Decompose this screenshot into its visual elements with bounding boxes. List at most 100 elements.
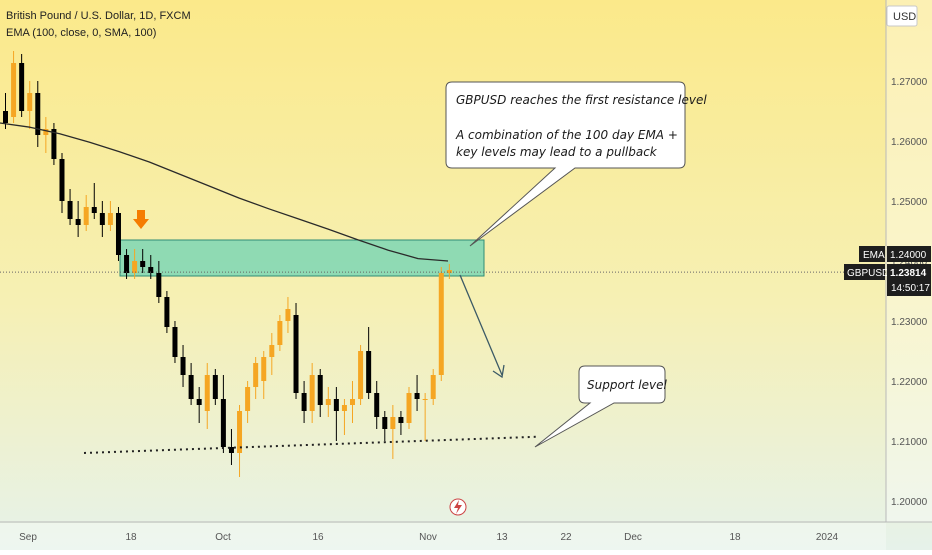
candle-body [309,375,315,411]
candle-body [204,375,210,411]
candle[interactable] [406,387,412,429]
candle-body [350,399,356,405]
candle[interactable] [11,51,17,123]
candle[interactable] [261,351,267,399]
countdown-text: 14:50:17 [891,283,930,294]
candle[interactable] [156,261,162,303]
candle[interactable] [398,411,404,435]
candle-body [325,399,331,405]
candle[interactable] [253,357,259,399]
ema-line[interactable] [0,122,449,262]
indicator-label[interactable]: EMA (100, close, 0, SMA, 100) [6,27,157,39]
candle-body [43,129,49,135]
candle[interactable] [333,387,339,441]
candle-body [341,405,347,411]
candle[interactable] [204,363,210,429]
candle[interactable] [140,249,146,273]
candle[interactable] [245,381,251,423]
candle[interactable] [27,81,33,129]
currency-label[interactable]: USD [886,5,918,27]
lightning-icon[interactable] [449,498,467,516]
time-tick-label: 18 [729,532,741,543]
candle[interactable] [43,117,49,153]
price-tick-label: 1.27000 [891,77,928,88]
candle-body [366,351,372,393]
down-arrow-icon [133,210,149,229]
candle[interactable] [317,369,323,417]
pullback-arrow [459,274,505,379]
candle[interactable] [3,93,8,129]
candle-body [253,363,259,387]
candle[interactable] [59,153,65,213]
candle[interactable] [366,327,372,399]
candle[interactable] [75,201,81,237]
candle-body [237,411,243,453]
candle[interactable] [115,207,121,261]
resistance-zone[interactable] [119,239,485,277]
candle[interactable] [237,405,243,477]
candle[interactable] [132,249,138,279]
candle-body [164,297,170,327]
current-price-tag: 1.23814 14:50:17 [887,264,931,296]
candle-body [35,93,41,135]
candle-body [107,213,113,225]
price-tick-label: 1.26000 [891,137,928,148]
time-tick-label: Sep [19,532,37,543]
candle[interactable] [309,363,315,423]
candle[interactable] [269,333,275,375]
candle[interactable] [414,375,420,411]
candle[interactable] [341,399,347,435]
candle-body [422,399,428,400]
ema-tag-text: EMA [863,250,885,261]
candle[interactable] [172,321,178,363]
candle[interactable] [374,381,380,429]
candle[interactable] [51,123,57,165]
candle[interactable] [228,429,234,465]
candle[interactable] [188,363,194,405]
candle[interactable] [107,201,113,231]
candle[interactable] [325,387,331,417]
candle[interactable] [180,345,186,387]
support-callout[interactable]: Support level [534,365,667,448]
candle-body [430,375,436,399]
candle[interactable] [277,315,283,351]
candle-body [406,393,412,423]
candle[interactable] [438,267,444,381]
candle[interactable] [99,201,105,237]
candle[interactable] [67,189,73,225]
price-tick-label: 1.22000 [891,377,928,388]
candle[interactable] [19,54,25,117]
candle[interactable] [124,249,130,279]
candle[interactable] [293,303,299,399]
candle[interactable] [148,255,154,279]
candle[interactable] [390,405,396,459]
symbol-title[interactable]: British Pound / U.S. Dollar, 1D, FXCM [6,10,191,22]
candle[interactable] [422,393,428,441]
candle-body [245,387,251,411]
candle[interactable] [301,381,307,423]
candle[interactable] [212,369,218,405]
resistance-callout[interactable]: GBPUSD reaches the first resistance leve… [445,81,707,247]
candle-body [414,393,420,399]
candle[interactable] [196,387,202,423]
candle-body [75,219,81,225]
time-axis-panel[interactable] [0,523,886,550]
price-tick-label: 1.21000 [891,437,928,448]
candle[interactable] [358,345,364,405]
candle-body [11,63,17,117]
candle[interactable] [430,369,436,405]
candle-body [269,345,275,357]
candle[interactable] [35,81,41,147]
candle[interactable] [164,291,170,333]
candle[interactable] [285,297,291,333]
candle[interactable] [91,183,97,219]
candle-body [51,129,57,159]
candle[interactable] [220,375,226,453]
candle[interactable] [83,195,89,231]
candle[interactable] [382,411,388,441]
candle[interactable] [350,381,356,423]
candle[interactable] [446,264,452,279]
candle-body [196,399,202,405]
